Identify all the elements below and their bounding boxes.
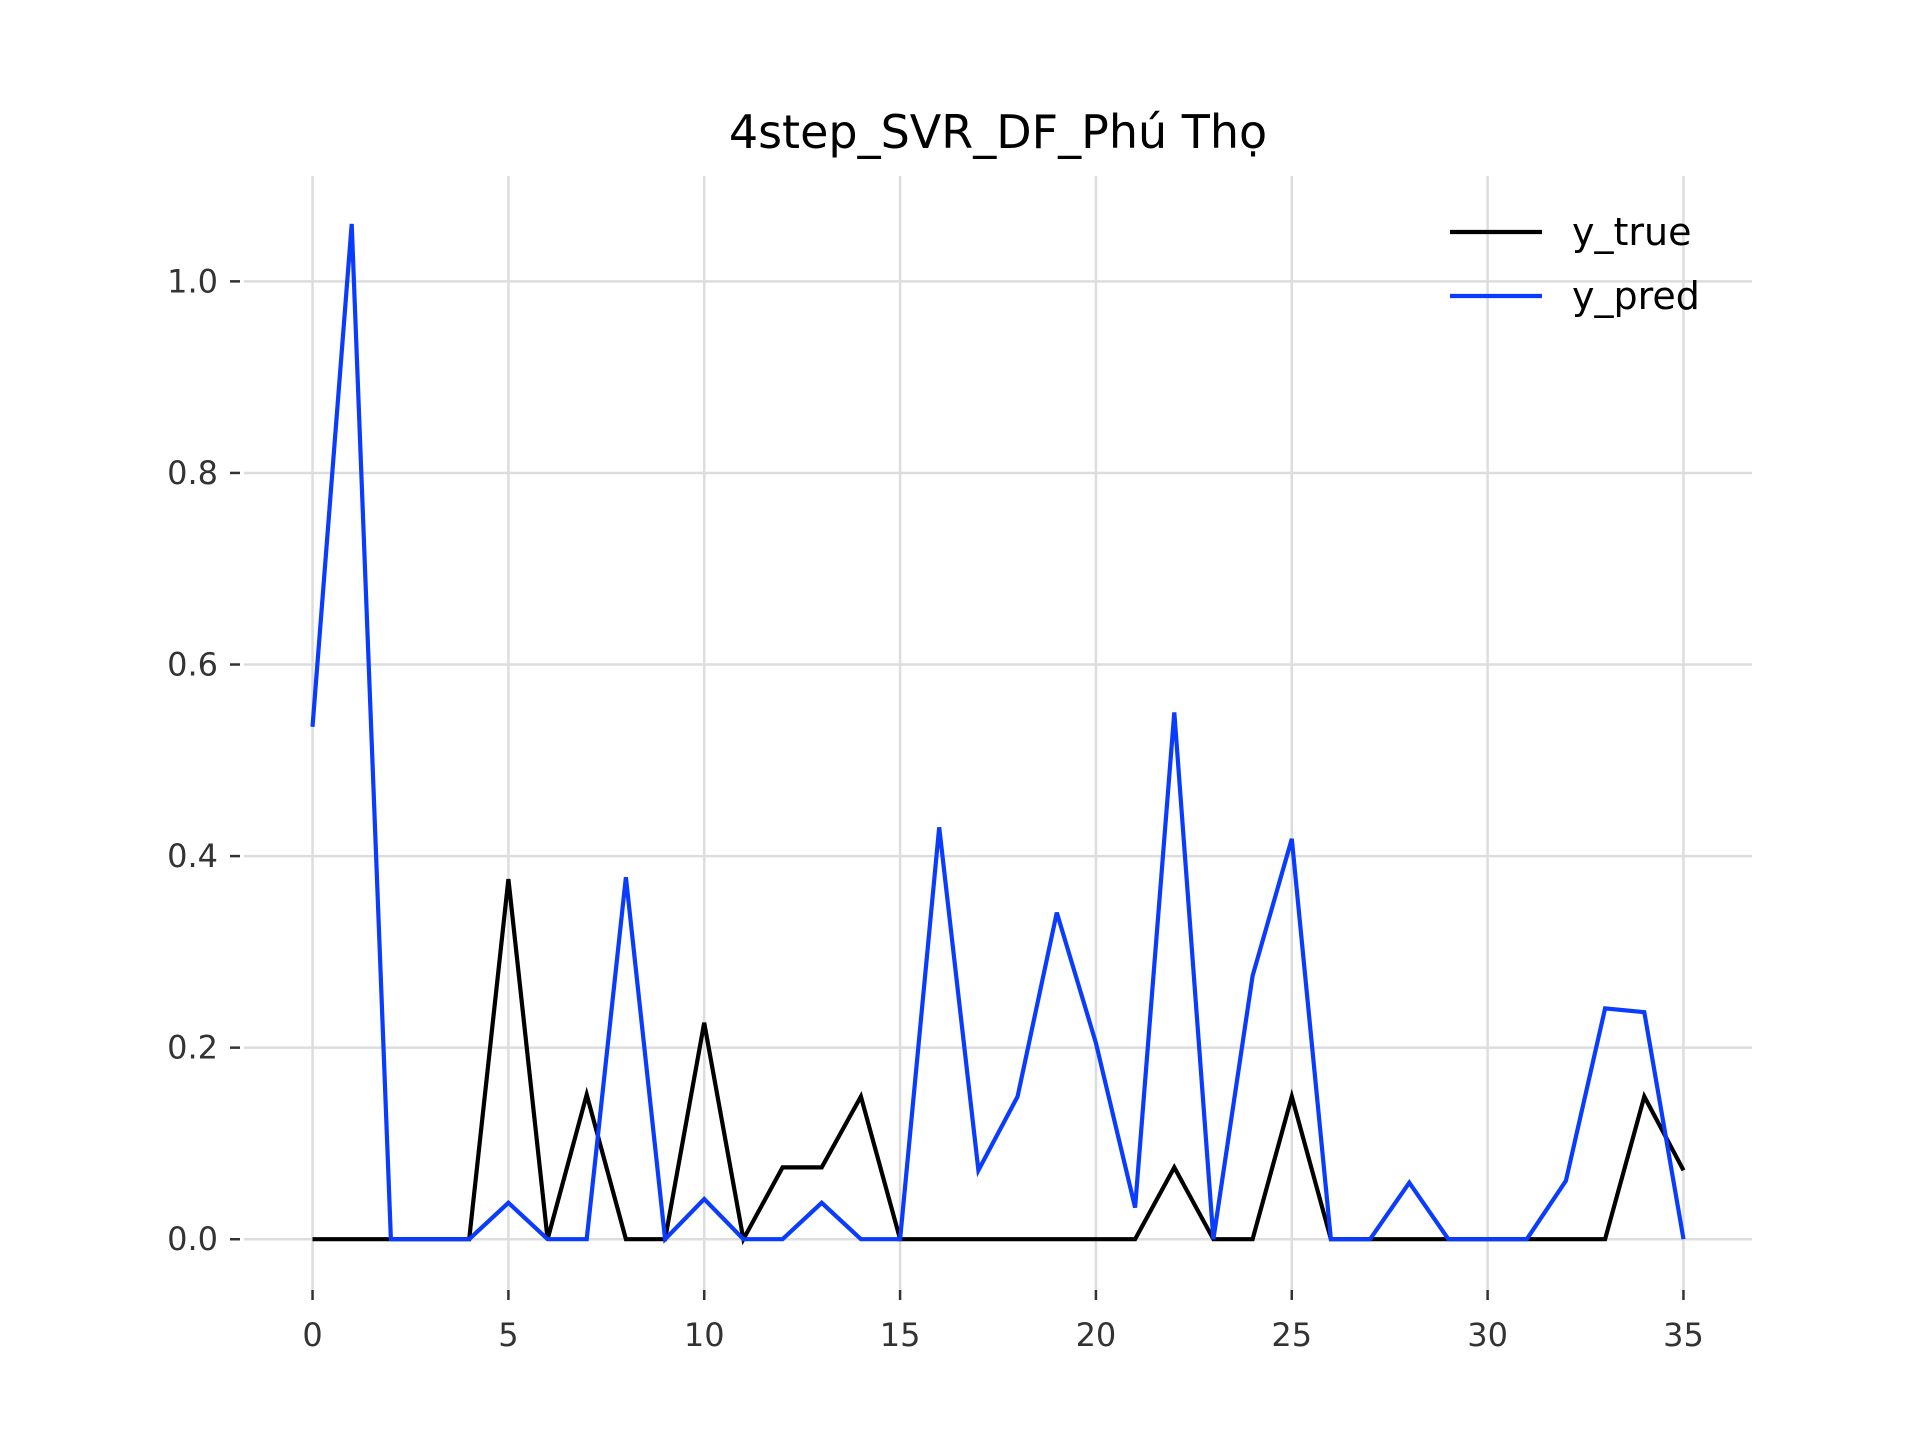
legend-label-y-true: y_true bbox=[1572, 210, 1691, 254]
series-line-y-pred bbox=[310, 223, 1686, 1244]
chart-title: 4step_SVR_DF_Phú Thọ bbox=[729, 105, 1267, 159]
series-line-y-true bbox=[312, 878, 1686, 1246]
x-tick-label: 20 bbox=[1076, 1316, 1117, 1354]
x-axis: 0 5 10 15 20 25 30 35 bbox=[302, 1290, 1704, 1354]
x-tick-label: 30 bbox=[1467, 1316, 1508, 1354]
x-tick-label: 15 bbox=[880, 1316, 921, 1354]
x-tick-label: 0 bbox=[302, 1316, 322, 1354]
grid bbox=[244, 176, 1752, 1290]
x-tick-label: 25 bbox=[1271, 1316, 1312, 1354]
y-tick-label: 0.4 bbox=[167, 837, 218, 875]
x-tick-label: 10 bbox=[684, 1316, 725, 1354]
y-axis: 0.0 0.2 0.4 0.6 0.8 1.0 bbox=[167, 262, 240, 1258]
y-tick-label: 0.8 bbox=[167, 454, 218, 492]
y-tick-label: 0.2 bbox=[167, 1029, 218, 1067]
legend-label-y-pred: y_pred bbox=[1572, 274, 1700, 318]
series-lines bbox=[310, 223, 1686, 1246]
y-tick-label: 0.6 bbox=[167, 646, 218, 684]
y-tick-label: 0.0 bbox=[167, 1220, 218, 1258]
x-tick-label: 5 bbox=[498, 1316, 518, 1354]
x-tick-label: 35 bbox=[1663, 1316, 1704, 1354]
y-tick-label: 1.0 bbox=[167, 262, 218, 300]
legend: y_true y_pred bbox=[1450, 210, 1700, 318]
